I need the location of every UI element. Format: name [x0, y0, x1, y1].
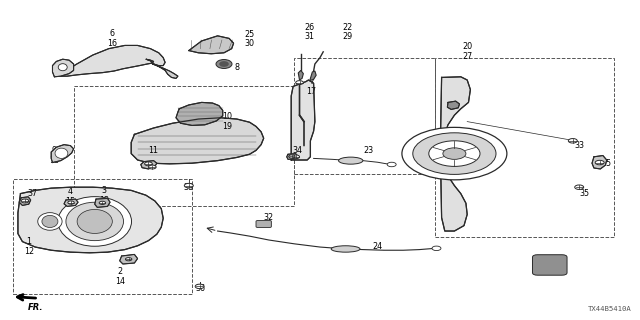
- Text: 24: 24: [372, 242, 383, 251]
- Ellipse shape: [216, 60, 232, 68]
- Polygon shape: [592, 156, 607, 169]
- Circle shape: [195, 284, 204, 289]
- Circle shape: [402, 127, 507, 180]
- Text: 4
15: 4 15: [65, 188, 76, 206]
- Text: 37: 37: [27, 189, 37, 198]
- Circle shape: [387, 162, 396, 167]
- Circle shape: [432, 246, 441, 251]
- Polygon shape: [298, 70, 303, 80]
- Bar: [13, 179, 192, 294]
- Bar: [74, 86, 294, 206]
- Text: 33: 33: [574, 141, 584, 150]
- Text: 21
28: 21 28: [547, 255, 557, 273]
- Text: 8: 8: [234, 63, 239, 72]
- Text: 6
16: 6 16: [107, 29, 117, 48]
- Ellipse shape: [38, 212, 62, 230]
- Text: 11: 11: [148, 146, 159, 155]
- Circle shape: [292, 155, 300, 159]
- Text: 32: 32: [264, 213, 274, 222]
- Bar: [294, 58, 435, 174]
- FancyBboxPatch shape: [256, 220, 271, 228]
- Polygon shape: [189, 36, 234, 54]
- Text: 23: 23: [363, 146, 373, 155]
- Ellipse shape: [58, 196, 132, 246]
- Polygon shape: [64, 199, 78, 206]
- Ellipse shape: [219, 61, 229, 67]
- Circle shape: [568, 139, 577, 143]
- Circle shape: [575, 185, 584, 189]
- Circle shape: [429, 141, 480, 166]
- Text: 2
14: 2 14: [115, 268, 125, 286]
- Circle shape: [595, 160, 604, 165]
- Text: 20
27: 20 27: [462, 42, 472, 60]
- Ellipse shape: [66, 202, 124, 241]
- Circle shape: [289, 155, 295, 158]
- Polygon shape: [18, 187, 163, 253]
- Circle shape: [148, 165, 156, 169]
- Text: TX44B5410A: TX44B5410A: [588, 306, 632, 312]
- Text: 25
30: 25 30: [244, 30, 255, 48]
- Polygon shape: [291, 80, 315, 160]
- Text: 3
13: 3 13: [99, 187, 109, 205]
- Text: FR.: FR.: [28, 303, 43, 312]
- Polygon shape: [51, 145, 74, 163]
- Polygon shape: [440, 77, 470, 231]
- Polygon shape: [152, 64, 178, 78]
- Polygon shape: [141, 161, 157, 169]
- Polygon shape: [120, 254, 138, 264]
- Polygon shape: [176, 102, 223, 125]
- Text: 9
18: 9 18: [49, 146, 60, 164]
- Circle shape: [443, 148, 466, 159]
- Polygon shape: [52, 59, 74, 77]
- Text: 7
17: 7 17: [307, 77, 317, 96]
- Polygon shape: [95, 198, 110, 207]
- Polygon shape: [287, 154, 298, 159]
- Polygon shape: [131, 118, 264, 164]
- Polygon shape: [310, 71, 316, 81]
- Bar: [435, 58, 614, 237]
- Circle shape: [99, 201, 106, 204]
- Circle shape: [145, 162, 152, 166]
- Ellipse shape: [339, 157, 363, 164]
- Circle shape: [296, 81, 303, 84]
- Ellipse shape: [332, 246, 360, 252]
- Text: 1
12: 1 12: [24, 237, 34, 256]
- Text: 10
19: 10 19: [222, 112, 232, 131]
- Text: 36: 36: [195, 284, 205, 293]
- Circle shape: [21, 199, 29, 203]
- Text: 38: 38: [184, 183, 194, 192]
- Polygon shape: [19, 197, 31, 205]
- Circle shape: [184, 183, 193, 188]
- FancyBboxPatch shape: [532, 255, 567, 275]
- Circle shape: [413, 133, 496, 174]
- Text: 35: 35: [579, 189, 589, 198]
- Ellipse shape: [58, 64, 67, 71]
- Circle shape: [125, 258, 132, 261]
- Text: 22
29: 22 29: [342, 23, 353, 41]
- Ellipse shape: [55, 148, 68, 158]
- Polygon shape: [58, 45, 165, 76]
- Circle shape: [68, 201, 74, 204]
- Text: 34: 34: [292, 146, 303, 155]
- Ellipse shape: [77, 209, 113, 234]
- Polygon shape: [447, 101, 460, 109]
- Ellipse shape: [42, 215, 58, 228]
- Text: 5: 5: [605, 159, 611, 168]
- Text: 26
31: 26 31: [304, 23, 314, 41]
